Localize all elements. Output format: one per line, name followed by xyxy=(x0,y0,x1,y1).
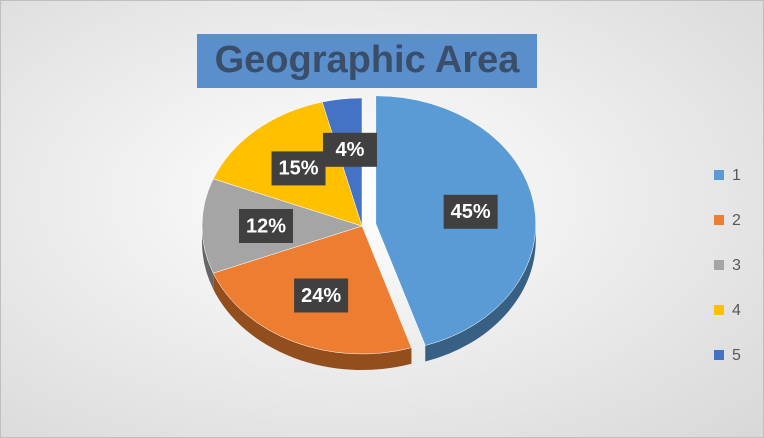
data-label-box xyxy=(443,194,498,229)
pie-side xyxy=(425,223,536,362)
title-box xyxy=(197,34,537,88)
pie-side xyxy=(202,226,214,290)
legend-label: 1 xyxy=(732,167,741,184)
legend-swatch xyxy=(714,350,724,360)
legend-swatch xyxy=(714,305,724,315)
legend-swatch xyxy=(714,215,724,225)
legend-label: 5 xyxy=(732,347,741,364)
chart-title: Geographic Area xyxy=(215,39,521,81)
legend-label: 3 xyxy=(732,257,741,274)
legend-label: 2 xyxy=(732,212,741,229)
data-label-box xyxy=(322,132,377,167)
data-label: 12% xyxy=(246,215,286,237)
pie-side xyxy=(213,273,412,370)
data-label: 15% xyxy=(278,158,318,180)
data-label: 45% xyxy=(451,201,491,223)
legend-swatch xyxy=(714,170,724,180)
legend: 1 2 3 4 5 xyxy=(714,167,741,364)
data-label: 4% xyxy=(336,139,365,161)
data-label-box xyxy=(294,278,349,313)
data-label-box xyxy=(239,209,293,243)
data-labels: 45% 24% 12% 15% 4% xyxy=(239,132,498,313)
legend-label: 4 xyxy=(732,302,741,319)
data-label: 24% xyxy=(301,285,341,307)
data-label-box xyxy=(271,151,326,186)
legend-swatch xyxy=(714,260,724,270)
pie-sides xyxy=(202,223,536,370)
